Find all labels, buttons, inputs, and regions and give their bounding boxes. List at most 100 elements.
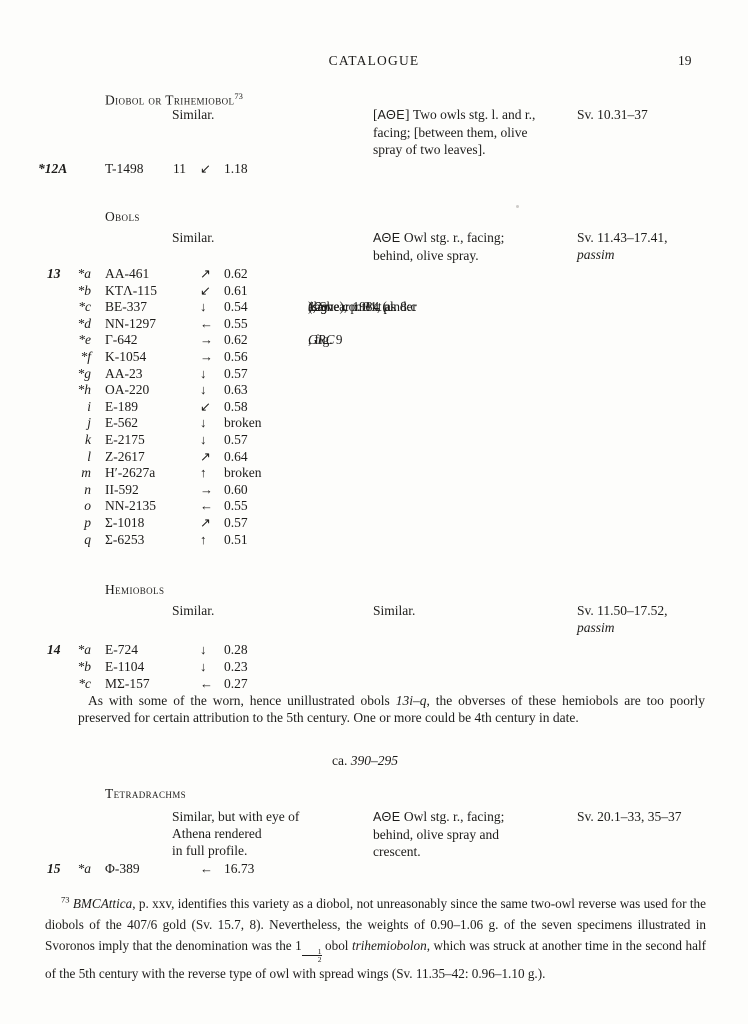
section-heading-label: Hemiobols (105, 582, 165, 597)
entry-letter: o (84, 498, 91, 514)
obols-obverse-description: Similar. (172, 229, 214, 246)
text-segment: ); Shear 1984 (under (308, 299, 417, 315)
section-heading-obols: Obols (105, 209, 140, 226)
inventory-number: MΣ-157 (105, 676, 150, 691)
weight: 0.61 (224, 282, 248, 298)
entry-number: *12A (38, 161, 68, 176)
inventory-number: Σ-1018 (105, 515, 145, 530)
weight: 0.60 (224, 481, 248, 497)
text-segment: facing; [between them, olive (373, 125, 528, 140)
entry-letter: *a (77, 861, 92, 876)
catalog-entry-row: *b KTΛ-115 ↙ 0.61 (0, 283, 748, 300)
hemiobols-reference: Sv. 11.50–17.52, passim (577, 602, 668, 636)
inventory-number: E-562 (105, 415, 138, 431)
text-line: Similar, but with eye of (172, 809, 300, 824)
diobol-obverse-description: Similar. (172, 106, 214, 123)
text-line: [ΑΘΕ] Two owls stg. l. and r., (373, 106, 535, 124)
die-axis-arrow: → (200, 481, 213, 497)
text-segment: trihemiobolon (351, 938, 427, 953)
text-segment: Owl stg. r., facing; (400, 230, 505, 245)
hemiobols-commentary: As with some of the worn, hence unillust… (78, 693, 705, 727)
die-axis-arrow: ← (200, 315, 213, 331)
weight: 0.57 (224, 432, 248, 447)
catalog-entry-row: l Z-2617 ↗ 0.64 (0, 449, 748, 466)
catalog-entry-row: *c BE-337 ↓ 0.54 (same context as 12g); Shea… (0, 299, 748, 316)
text-line: Athena rendered (172, 826, 262, 841)
section-heading-label: Diobol or Trihemiobol (105, 92, 235, 108)
entry-letter: *b (77, 659, 92, 674)
obols-reverse-description: ΑΘΕ Owl stg. r., facing; behind, olive sp… (373, 229, 504, 264)
die-axis-arrow: ↗ (200, 266, 211, 281)
weight: 1.18 (224, 161, 248, 176)
weight: broken (224, 415, 262, 431)
entry-number: 14 (47, 642, 61, 657)
entry-letter: *e (78, 332, 91, 348)
weight: 0.54 (224, 299, 248, 315)
entry-letter: *f (80, 349, 91, 364)
die-axis-arrow: ↗ (200, 515, 211, 530)
inventory-number: AA-461 (105, 266, 150, 281)
text-segment: ] Two owls stg. l. and r., (405, 107, 536, 122)
section-heading-label: Obols (105, 209, 140, 224)
die-axis-arrow: → (200, 332, 213, 348)
text-segment: spray of two leaves]. (373, 142, 486, 157)
text-line: behind, olive spray. (373, 247, 504, 264)
entry-number: 15 (47, 861, 61, 876)
die-axis-arrow: ↑ (200, 531, 207, 547)
entry-letter: *c (78, 676, 91, 691)
weight: 0.58 (224, 398, 248, 414)
die-position: 11 (173, 161, 186, 176)
section-heading-diobol: Diobol or Trihemiobol73 (105, 88, 243, 109)
text-line: crescent. (373, 843, 504, 860)
die-axis-arrow: ↓ (200, 642, 207, 657)
text-line: Sv. 10.31–37 (577, 106, 648, 123)
text-segment: 12g (308, 299, 328, 315)
entry-letter: *d (77, 315, 92, 331)
inventory-number: Z-2617 (105, 448, 145, 464)
text-segment: Owl stg. r., facing; (400, 809, 505, 824)
weight: 0.51 (224, 531, 248, 547)
hemiobols-reverse-description: Similar. (373, 602, 415, 619)
catalog-entry-row: i E-189 ↙ 0.58 (0, 399, 748, 416)
catalog-entry-row: j E-562 ↓ broken (0, 415, 748, 432)
text-line: Sv. 20.1–33, 35–37 (577, 808, 682, 825)
text-segment: , the obverses of these hemiobols are to… (78, 693, 705, 725)
catalog-entry-row: 15 *a Φ-389 ← 16.73 (0, 861, 748, 878)
inventory-number: NN-1297 (105, 315, 156, 331)
section-heading-label: Tetradrachms (105, 786, 187, 801)
text-segment: crescent. (373, 844, 421, 859)
entry-letter: q (84, 531, 91, 547)
inventory-number: AA-23 (105, 365, 143, 381)
catalog-entry-row: *h OA-220 ↓ 0.63 (0, 382, 748, 399)
text-line: behind, olive spray and (373, 826, 504, 843)
inventory-number: NN-2135 (105, 498, 156, 514)
text-segment: Sv. 11.50–17.52, (577, 603, 668, 618)
date-range-value: 390–295 (350, 753, 398, 768)
entry-letter: *b (77, 282, 92, 298)
catalog-entry-row: q Σ-6253 ↑ 0.51 (0, 532, 748, 549)
running-head: CATALOGUE (328, 53, 420, 68)
catalog-entry-row: n II-592 → 0.60 (0, 482, 748, 499)
weight: 0.56 (224, 349, 248, 364)
die-axis-arrow: ↙ (200, 398, 211, 414)
catalog-entry-row: *c MΣ-157 ← 0.27 (0, 676, 748, 693)
text-line: passim (577, 246, 668, 263)
catalog-entry-row: o NN-2135 ← 0.55 (0, 498, 748, 515)
entry-letter: n (84, 481, 91, 497)
die-axis-arrow: ↓ (200, 299, 207, 315)
text-segment: As with some of the worn, hence unillust… (88, 693, 396, 708)
inventory-number: H′-2627a (105, 465, 156, 481)
section-heading-hemiobols: Hemiobols (105, 582, 164, 599)
text-segment: ΑΘΕ (373, 810, 401, 824)
obols-reference: Sv. 11.43–17.41, passim (577, 229, 668, 263)
text-line: spray of two leaves]. (373, 141, 535, 158)
weight: 0.57 (224, 365, 248, 381)
catalog-entry-row: k E-2175 ↓ 0.57 (0, 432, 748, 449)
weight: 0.64 (224, 448, 248, 464)
die-axis-arrow: ↙ (200, 161, 211, 176)
inventory-number: K-1054 (105, 349, 147, 364)
text-segment: passim (577, 620, 615, 635)
entry-letter: k (85, 432, 91, 447)
text-line: Sv. 11.43–17.41, (577, 229, 668, 246)
